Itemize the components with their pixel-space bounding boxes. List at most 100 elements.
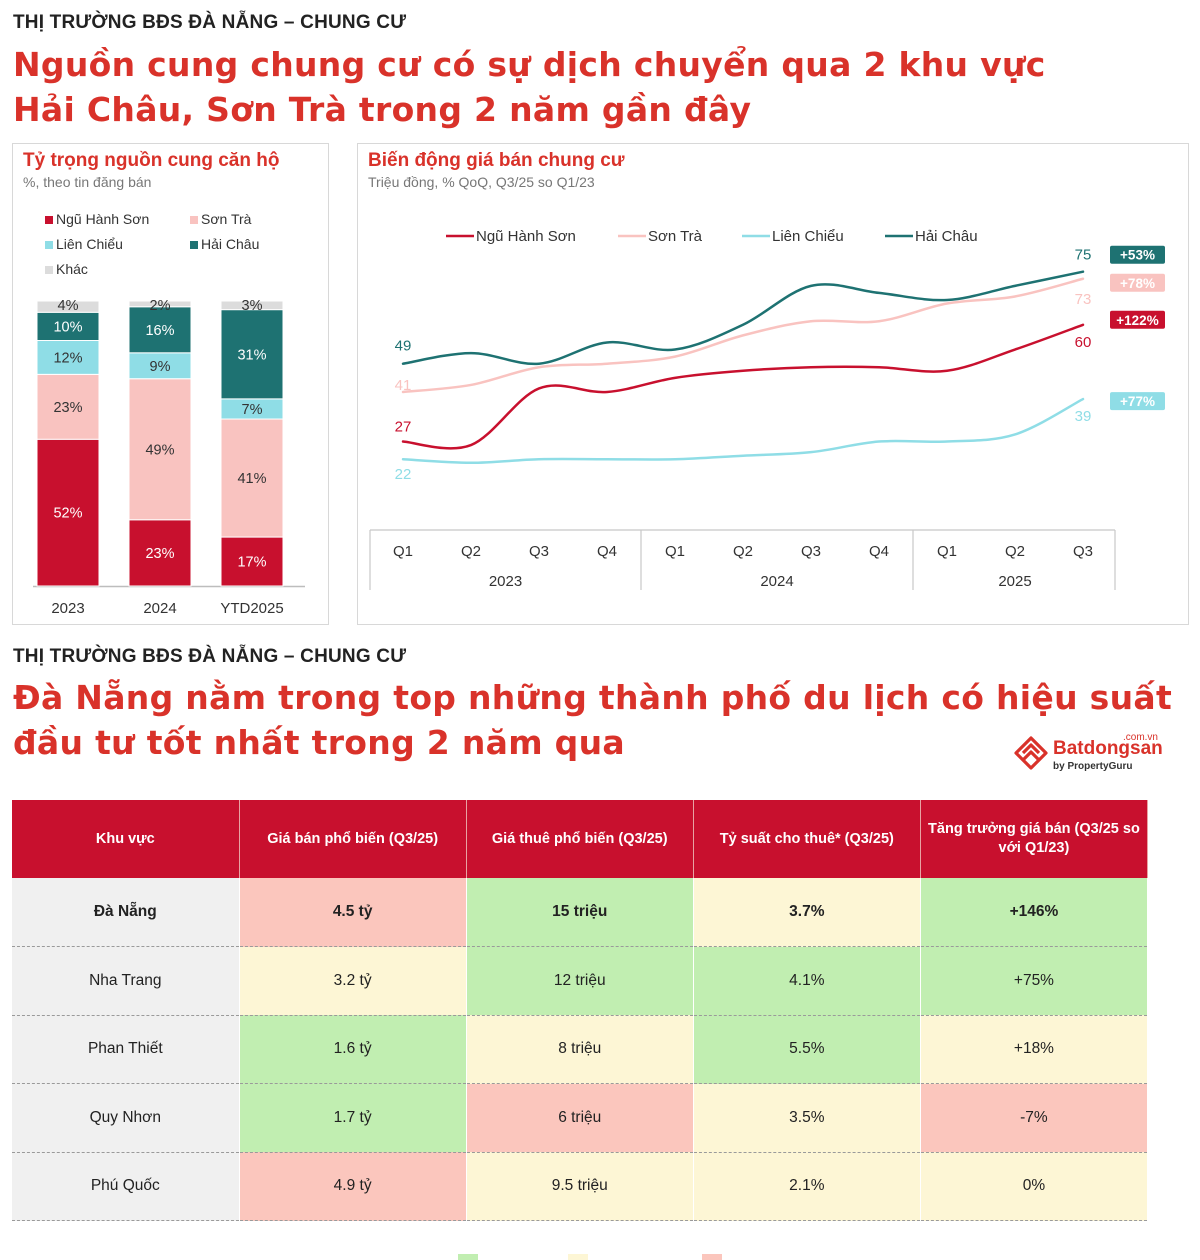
bar-label-lien-chieu-2023: 12%	[53, 350, 82, 366]
year-label-2023: 2023	[489, 573, 522, 590]
price-trend-panel: Biến động giá bán chung cư Triệu đồng, %…	[357, 143, 1189, 625]
section1-headline: Nguồn cung chung cư có sự dịch chuyển qu…	[13, 42, 1046, 132]
section2-headline-line2: đầu tư tốt nhất trong 2 năm qua	[13, 723, 625, 762]
table-cell: +75%	[920, 946, 1149, 1016]
change-badge-lien-chieu	[1110, 392, 1165, 411]
end-label-son-tra: 73	[1075, 291, 1092, 308]
bar-segment-khac-2024	[128, 300, 192, 308]
change-label-hai-chau: +53%	[1120, 248, 1155, 263]
legend-swatch-lien-chieu	[45, 241, 53, 249]
legend-swatch-medium	[568, 1254, 588, 1260]
bar-segment-khac-2023	[36, 300, 100, 313]
row-region-da-nang: Đà Nẵng	[12, 878, 240, 947]
price-chart-subtitle: Triệu đồng, % QoQ, Q3/25 so Q1/23	[368, 174, 595, 190]
section1-headline-line1: Nguồn cung chung cư có sự dịch chuyển qu…	[13, 45, 1046, 84]
section2-headline: Đà Nẵng nằm trong top những thành phố du…	[13, 675, 1172, 765]
supply-chart-title: Tỷ trọng nguồn cung căn hộ	[23, 150, 280, 171]
legend-label-ngu-hanh-son: Ngũ Hành Sơn	[56, 211, 149, 227]
table-cell: 15 triệu	[466, 878, 694, 947]
bar-label-ngu-hanh-son-2024: 23%	[145, 546, 174, 562]
bar-label-khac-2023: 4%	[58, 298, 79, 314]
table-cell: -7%	[920, 1083, 1149, 1153]
supply-chart-subtitle: %, theo tin đăng bán	[23, 174, 152, 190]
table-cell: +18%	[920, 1015, 1149, 1084]
line-hai-chau	[401, 270, 1085, 366]
table-cell: 4.9 tỷ	[239, 1152, 467, 1221]
line-ngu-hanh-son	[401, 323, 1085, 450]
row-region-nha-trang: Nha Trang	[12, 946, 240, 1016]
batdongsan-logo-icon	[1014, 736, 1048, 770]
table-cell: 12 triệu	[466, 946, 694, 1016]
table-row: Đà Nẵng 4.5 tỷ 15 triệu 3.7% +146%	[12, 878, 1149, 947]
column-header-tang-truong-gia-ban: Tăng trưởng giá bán (Q3/25 so với Q1/23)	[920, 800, 1149, 878]
legend-label-son-tra: Sơn Trà	[648, 228, 703, 245]
x-tick-q3-2: Q3	[529, 543, 549, 560]
stacked-bar-chart: Ngũ Hành Sơn Sơn Trà Liên Chiểu Hải Châu Khá…	[33, 211, 305, 617]
legend-label-lien-chieu: Liên Chiểu	[772, 228, 844, 245]
batdongsan-logo[interactable]: .com.vn Batdongsan by PropertyGuru	[1010, 732, 1170, 777]
logo-by: by PropertyGuru	[1053, 761, 1133, 772]
column-header-gia-thue-pho-bien: Giá thuê phổ biến (Q3/25)	[466, 800, 694, 878]
table-row: Phú Quốc 4.9 tỷ 9.5 triệu 2.1% 0%	[12, 1152, 1149, 1221]
year-label-2025: 2025	[998, 573, 1031, 590]
table-cell: 4.5 tỷ	[239, 878, 467, 947]
section1-kicker: THỊ TRƯỜNG BĐS ĐÀ NẴNG – CHUNG CƯ	[13, 12, 407, 33]
table-cell: 2.1%	[693, 1152, 921, 1221]
bar-label-lien-chieu-2024: 9%	[150, 359, 171, 375]
table-legend	[458, 1254, 758, 1260]
bar-label-hai-chau-2024: 16%	[145, 323, 174, 339]
table-cell: 3.7%	[693, 878, 921, 947]
bar-segment-ngu-hanh-son-2023	[36, 438, 100, 587]
end-label-ngu-hanh-son: 60	[1075, 334, 1092, 351]
column-header-ty-suat-cho-thue: Tỷ suất cho thuê* (Q3/25)	[693, 800, 921, 878]
start-label-lien-chieu: 22	[395, 466, 412, 483]
column-header-gia-ban-pho-bien: Giá bán phổ biến (Q3/25)	[239, 800, 467, 878]
x-tick-q1-0: Q1	[393, 543, 413, 560]
bar-segment-hai-chau-2023	[36, 311, 100, 342]
year-label-2024: 2024	[760, 573, 793, 590]
row-region-quy-nhon: Quy Nhơn	[12, 1083, 240, 1153]
x-tick-q2-9: Q2	[1005, 543, 1025, 560]
table-cell: +146%	[920, 878, 1149, 947]
legend-label-hai-chau: Hải Châu	[201, 236, 259, 252]
change-label-lien-chieu: +77%	[1120, 394, 1155, 409]
start-label-son-tra: 41	[395, 377, 412, 394]
section2-headline-line1: Đà Nẵng nằm trong top những thành phố du…	[13, 678, 1173, 717]
bar-category-2024: 2024	[143, 600, 176, 617]
bar-label-hai-chau-ytd2025: 31%	[237, 347, 266, 363]
x-tick-q2-1: Q2	[461, 543, 481, 560]
table-cell: 8 triệu	[466, 1015, 694, 1084]
legend-swatch-poor	[702, 1254, 722, 1260]
end-label-lien-chieu: 39	[1075, 408, 1092, 425]
city-performance-table: Khu vực Giá bán phổ biến (Q3/25) Giá thuê …	[12, 800, 1149, 1221]
bar-label-khac-ytd2025: 3%	[242, 298, 263, 314]
line-chart: Ngũ Hành Sơn Sơn Trà Liên Chiểu Hải Châu 27 6…	[369, 228, 1165, 590]
legend-swatch-ngu-hanh-son	[45, 216, 53, 224]
legend-swatch-khac	[45, 266, 53, 274]
bar-segment-khac-ytd2025	[220, 300, 284, 311]
bar-segment-hai-chau-2024	[128, 306, 192, 354]
legend-label-ngu-hanh-son: Ngũ Hành Sơn	[476, 228, 576, 245]
table-cell: 6 triệu	[466, 1083, 694, 1153]
x-tick-q1-4: Q1	[665, 543, 685, 560]
table-cell: 1.6 tỷ	[239, 1015, 467, 1084]
x-tick-q1-8: Q1	[937, 543, 957, 560]
supply-share-panel: Tỷ trọng nguồn cung căn hộ %, theo tin đ…	[12, 143, 329, 625]
change-badge-ngu-hanh-son	[1110, 310, 1165, 329]
legend-swatch-son-tra	[190, 216, 198, 224]
bar-label-hai-chau-2023: 10%	[53, 319, 82, 335]
bar-segment-lien-chieu-2023	[36, 340, 100, 375]
legend-label-son-tra: Sơn Trà	[201, 211, 252, 227]
bar-label-son-tra-ytd2025: 41%	[237, 471, 266, 487]
legend-label-hai-chau: Hải Châu	[915, 228, 978, 245]
legend-swatch-good	[458, 1254, 478, 1260]
bar-segment-lien-chieu-2024	[128, 352, 192, 380]
start-label-hai-chau: 49	[395, 338, 412, 355]
bar-segment-ngu-hanh-son-2024	[128, 519, 192, 587]
bar-label-ngu-hanh-son-ytd2025: 17%	[237, 555, 266, 571]
legend-label-lien-chieu: Liên Chiểu	[56, 236, 123, 252]
bar-segment-hai-chau-ytd2025	[220, 309, 284, 400]
table-cell: 3.2 tỷ	[239, 946, 467, 1016]
table-cell: 4.1%	[693, 946, 921, 1016]
legend-label-khac: Khác	[56, 261, 88, 277]
